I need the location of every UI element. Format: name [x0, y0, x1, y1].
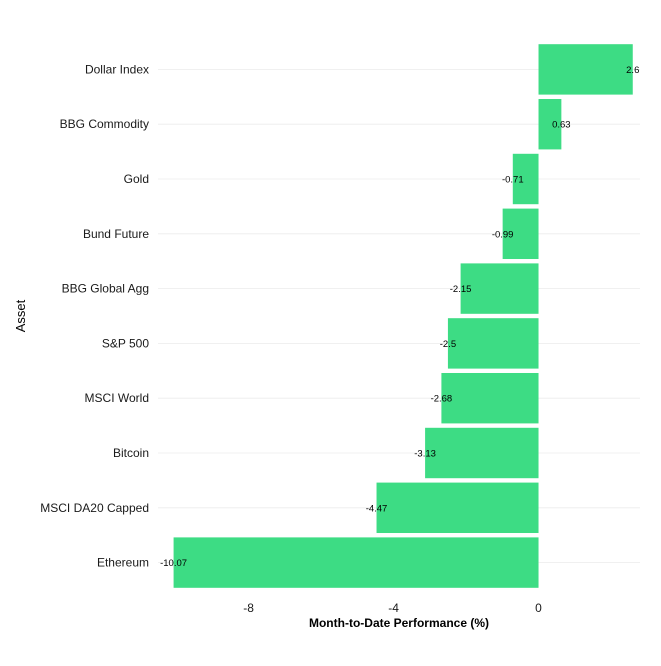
data-label: -2.68	[431, 394, 453, 405]
bar	[512, 153, 539, 205]
category-label: BBG Global Agg	[62, 282, 149, 296]
data-label: -2.5	[440, 339, 456, 350]
category-label: Gold	[124, 172, 149, 186]
x-tick-label: 0	[535, 601, 542, 615]
category-label: S&P 500	[102, 336, 149, 350]
x-axis-title: Month-to-Date Performance (%)	[309, 616, 489, 630]
category-label: BBG Commodity	[60, 117, 149, 131]
category-label: MSCI World	[85, 391, 149, 405]
data-label: -10.07	[160, 558, 187, 569]
x-tick-labels: -8 -4 0	[243, 601, 542, 615]
bar	[376, 482, 539, 534]
data-label: 2.6	[626, 65, 639, 76]
bar	[502, 208, 539, 260]
bar	[538, 44, 633, 95]
bar	[538, 98, 562, 150]
data-label: -0.99	[492, 229, 514, 240]
category-label: Dollar Index	[85, 62, 149, 76]
bar	[441, 372, 539, 424]
data-label: -4.47	[366, 503, 388, 514]
category-label: Bitcoin	[113, 446, 149, 460]
y-axis-title: Asset	[13, 299, 28, 332]
category-label: Bund Future	[83, 227, 149, 241]
bar	[447, 318, 539, 369]
category-label: MSCI DA20 Capped	[40, 501, 149, 515]
x-tick-label: -8	[243, 601, 254, 615]
x-tick-label: -4	[388, 601, 399, 615]
category-label: Ethereum	[97, 556, 149, 570]
category-labels: Dollar Index BBG Commodity Gold Bund Future…	[40, 62, 149, 569]
data-label: 0.63	[552, 120, 571, 131]
bar	[425, 427, 539, 479]
data-label: -3.13	[414, 449, 436, 460]
data-label: -2.15	[450, 284, 472, 295]
bar	[460, 263, 539, 314]
data-label: -0.71	[502, 175, 524, 186]
data-labels: 2.6 0.63 -0.71 -0.99 -2.15 -2.5 -2.68 -3.13 -4.4…	[160, 65, 639, 569]
bar	[173, 537, 539, 588]
bars	[173, 44, 633, 588]
